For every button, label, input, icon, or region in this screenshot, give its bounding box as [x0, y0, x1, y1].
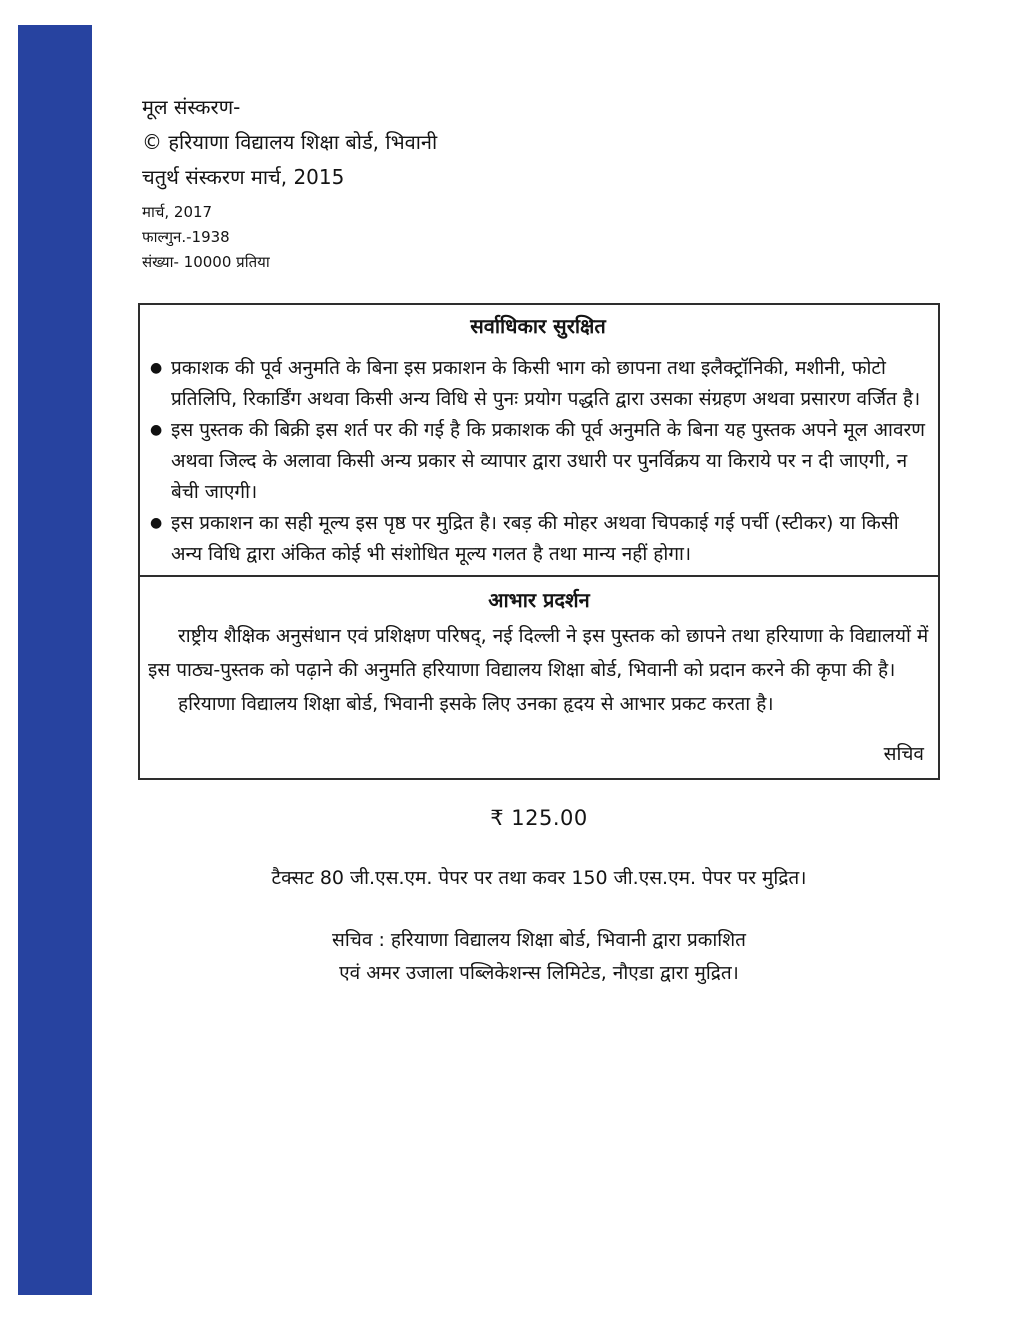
publisher-line: सचिव : हरियाणा विद्यालय शिक्षा बोर्ड, भि… — [332, 929, 746, 951]
original-edition-line: मूल संस्करण- — [142, 95, 241, 119]
list-item: ● इस प्रकाशन का सही मूल्य इस पृष्ठ पर मु… — [150, 508, 926, 570]
imprint-block: सचिव : हरियाणा विद्यालय शिक्षा बोर्ड, भि… — [138, 924, 940, 990]
acknowledgement-box: आभार प्रदर्शन राष्ट्रीय शैक्षिक अनुसंधान… — [138, 575, 940, 780]
acknowledgement-box-title: आभार प्रदर्शन — [488, 588, 590, 612]
copyright-bullet-text: इस प्रकाशन का सही मूल्य इस पृष्ठ पर मुद्… — [171, 512, 899, 565]
paper-spec-line: टैक्सट 80 जी.एस.एम. पेपर पर तथा कवर 150 … — [271, 867, 807, 889]
secretary-signature: सचिव — [883, 743, 924, 765]
fourth-edition-line: चतुर्थ संस्करण मार्च, 2015 — [142, 165, 345, 189]
copyright-notice-box: सर्वाधिकार सुरक्षित ● प्रकाशक की पूर्व अ… — [138, 303, 940, 584]
colophon-block: मूल संस्करण- © हरियाणा विद्यालय शिक्षा ब… — [142, 90, 742, 275]
bullet-icon: ● — [150, 515, 163, 531]
copies-count-line: संख्या- 10000 प्रतिया — [142, 253, 270, 271]
acknowledgement-paragraph: राष्ट्रीय शैक्षिक अनुसंधान एवं प्रशिक्षण… — [148, 625, 929, 681]
bullet-icon: ● — [150, 360, 163, 376]
saka-date-line: फाल्गुन.-1938 — [142, 228, 230, 246]
list-item: ● इस पुस्तक की बिक्री इस शर्त पर की गई ह… — [150, 415, 926, 508]
copyright-box-title: सर्वाधिकार सुरक्षित — [470, 314, 606, 338]
copyright-bullet-text: प्रकाशक की पूर्व अनुमति के बिना इस प्रका… — [171, 357, 921, 410]
copyright-holder-line: © हरियाणा विद्यालय शिक्षा बोर्ड, भिवानी — [142, 130, 438, 154]
copyright-bullet-text: इस पुस्तक की बिक्री इस शर्त पर की गई है … — [171, 419, 926, 503]
copyright-bullet-list: ● प्रकाशक की पूर्व अनुमति के बिना इस प्र… — [150, 353, 926, 570]
list-item: ● प्रकाशक की पूर्व अनुमति के बिना इस प्र… — [150, 353, 926, 415]
reprint-month-line: मार्च, 2017 — [142, 203, 213, 221]
bullet-icon: ● — [150, 422, 163, 438]
price-line: ₹ 125.00 — [490, 806, 588, 830]
printer-line: एवं अमर उजाला पब्लिकेशन्स लिमिटेड, नौएडा… — [339, 962, 739, 984]
left-accent-bar — [18, 25, 92, 1295]
acknowledgement-paragraph: हरियाणा विद्यालय शिक्षा बोर्ड, भिवानी इस… — [178, 693, 774, 715]
